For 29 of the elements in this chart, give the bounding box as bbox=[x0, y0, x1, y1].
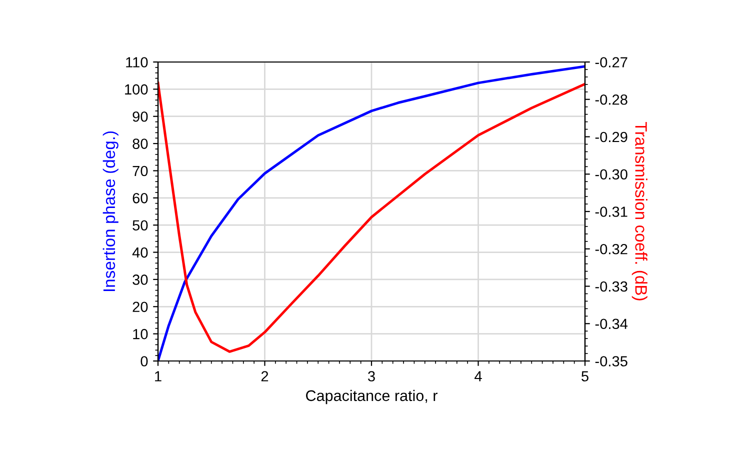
y-tick-label: 90 bbox=[132, 111, 148, 122]
y2-tick-label: -0.34 bbox=[595, 318, 628, 330]
y2-tick-label: -0.31 bbox=[595, 206, 628, 217]
y2-tick-label: -0.27 bbox=[595, 57, 628, 68]
x-axis-title: Capacitance ratio, r bbox=[306, 390, 438, 404]
y-tick-label: 0 bbox=[140, 356, 148, 366]
x-tick-label: 4 bbox=[474, 371, 482, 382]
y-tick-label: 30 bbox=[132, 274, 148, 285]
y-tick-label: 100 bbox=[125, 84, 148, 95]
y-tick-label: 80 bbox=[132, 138, 148, 149]
x-tick-label: 1 bbox=[155, 371, 162, 382]
y-tick-label: 110 bbox=[126, 57, 148, 68]
y2-tick-label: -0.29 bbox=[595, 132, 628, 142]
y2-axis-title: Transmission coeff. (dB) bbox=[632, 122, 648, 300]
y2-tick-label: -0.30 bbox=[595, 169, 628, 180]
y2-tick-label: -0.32 bbox=[595, 244, 628, 254]
y2-tick-label: -0.35 bbox=[595, 356, 628, 366]
y-tick-label: 70 bbox=[132, 166, 148, 176]
y-tick-label: 60 bbox=[132, 193, 148, 204]
x-tick-label: 5 bbox=[582, 371, 588, 382]
y-tick-label: 20 bbox=[132, 302, 148, 312]
y-tick-label: 40 bbox=[132, 247, 148, 258]
y-tick-label: 10 bbox=[133, 328, 148, 340]
x-tick-label: 3 bbox=[368, 371, 375, 382]
y2-tick-label: -0.28 bbox=[595, 94, 628, 105]
x-tick-label: 2 bbox=[261, 371, 268, 382]
y-tick-label: 50 bbox=[132, 220, 148, 231]
y-axis-title: Insertion phase (deg.) bbox=[102, 131, 118, 292]
y2-tick-label: -0.33 bbox=[595, 281, 628, 292]
